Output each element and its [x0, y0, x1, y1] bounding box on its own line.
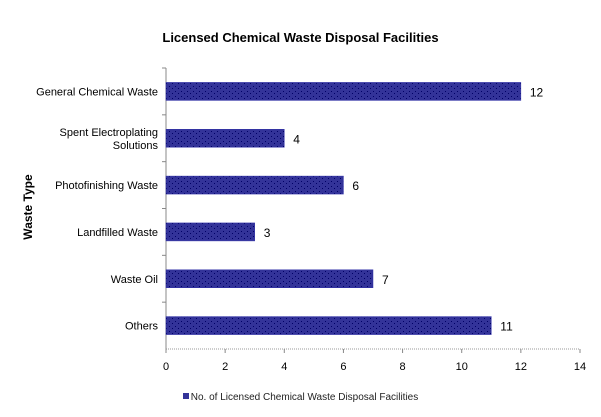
x-tick-label: 2 [222, 361, 228, 373]
category-label: Photofinishing Waste [55, 180, 158, 192]
bar [165, 129, 285, 148]
x-tick-label: 4 [281, 361, 287, 373]
legend-swatch [182, 393, 189, 399]
bar [165, 316, 492, 335]
bar [165, 222, 255, 242]
x-tick-label: 6 [340, 361, 346, 373]
category-label: Spent Electroplating Solutions [60, 127, 159, 152]
x-tick-label: 14 [574, 361, 586, 373]
bar [165, 269, 374, 288]
data-label: 11 [500, 320, 513, 334]
data-label: 6 [352, 179, 359, 193]
data-label: 3 [264, 226, 271, 240]
data-label: 7 [382, 273, 389, 287]
bar [165, 82, 522, 101]
data-label: 4 [293, 132, 300, 146]
x-tick-label: 8 [400, 361, 406, 373]
category-label: Waste Oil [111, 274, 158, 286]
x-tick-label: 0 [163, 361, 169, 373]
x-tick-label: 12 [515, 361, 527, 373]
legend-label: No. of Licensed Chemical Waste Disposal … [190, 392, 419, 403]
chart-title: Licensed Chemical Waste Disposal Facilit… [162, 30, 439, 45]
category-label: Others [125, 321, 159, 333]
legend: No. of Licensed Chemical Waste Disposal … [0, 392, 601, 403]
bar [165, 175, 344, 195]
category-label: Landfilled Waste [77, 227, 158, 239]
data-label: 12 [530, 85, 544, 99]
x-tick-label: 10 [456, 361, 468, 373]
category-label: General Chemical Waste [36, 86, 158, 98]
